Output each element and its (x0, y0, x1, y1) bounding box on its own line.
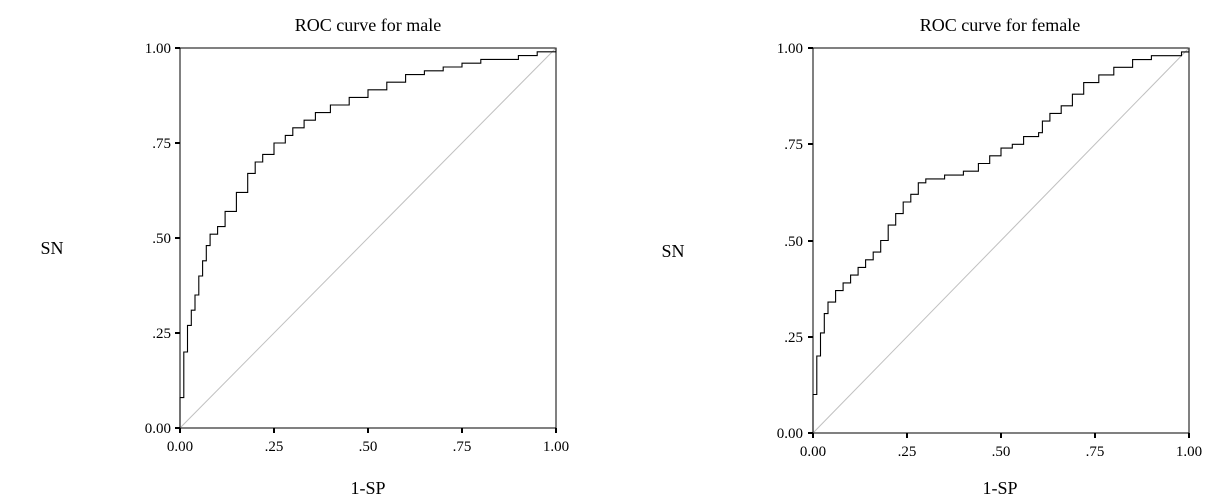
y-tick-label: .25 (152, 326, 171, 342)
roc-curve (812, 48, 1190, 433)
x-tick-label: 0.00 (167, 439, 193, 455)
x-tick-label: 1.00 (543, 439, 569, 455)
chart-title: ROC curve for male (295, 15, 441, 35)
y-tick-label: .75 (152, 136, 171, 152)
x-tick-label: 1.00 (1176, 444, 1202, 460)
chart-panel-female: ROC curve for female SN 1-SP 0.00 .25 .5… (661, 15, 1202, 498)
reference-diagonal (179, 47, 557, 429)
x-tick-label: .50 (359, 439, 378, 455)
x-tick-label: .75 (1086, 444, 1105, 460)
x-axis-label: 1-SP (982, 478, 1017, 498)
x-tick-label: .50 (992, 444, 1011, 460)
y-tick-label: 1.00 (777, 41, 803, 57)
roc-curve (179, 48, 557, 428)
x-tick-label: 0.00 (800, 444, 826, 460)
x-tick-label: .25 (265, 439, 284, 455)
y-tick-label: .75 (784, 137, 803, 153)
chart-title: ROC curve for female (920, 15, 1080, 35)
y-tick-label: 0.00 (145, 421, 171, 437)
y-tick-label: 1.00 (145, 41, 171, 57)
x-axis-label: 1-SP (350, 478, 385, 498)
y-tick-label: .50 (784, 234, 803, 250)
x-tick-label: .25 (898, 444, 917, 460)
reference-diagonal (812, 47, 1190, 434)
y-axis-label: SN (40, 238, 63, 258)
x-tick-label: .75 (453, 439, 472, 455)
y-tick-label: .50 (152, 231, 171, 247)
y-tick-label: 0.00 (777, 426, 803, 442)
y-axis-label: SN (661, 241, 684, 261)
y-tick-label: .25 (784, 330, 803, 346)
chart-panel-male: ROC curve for male SN 1-SP 0.00 .25 .50 … (40, 15, 569, 498)
